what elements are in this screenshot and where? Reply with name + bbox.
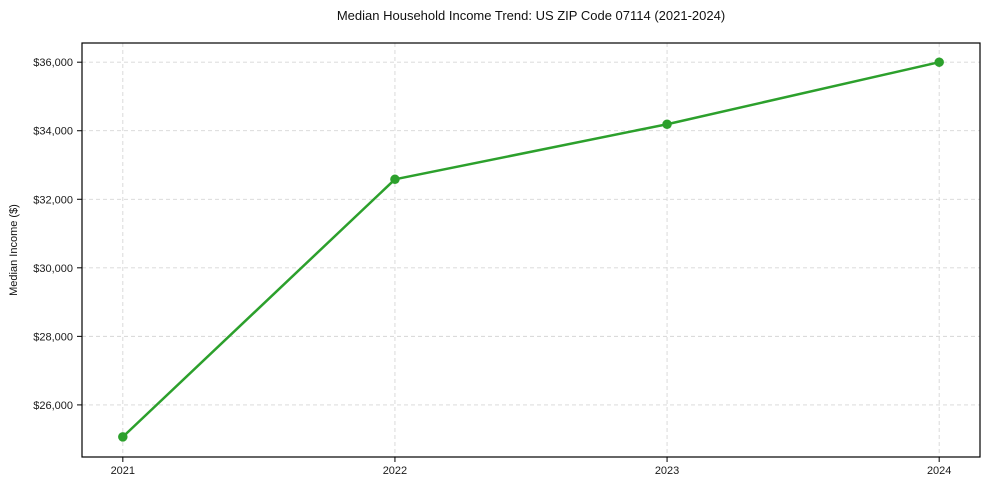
x-tick-label: 2023 xyxy=(655,465,679,477)
data-point-marker xyxy=(662,119,672,129)
y-tick-label: $30,000 xyxy=(33,263,73,275)
y-tick-label: $36,000 xyxy=(33,57,73,69)
x-tick-label: 2021 xyxy=(111,465,135,477)
y-tick-label: $32,000 xyxy=(33,194,73,206)
data-point-marker xyxy=(934,57,944,67)
y-tick-label: $28,000 xyxy=(33,331,73,343)
data-point-marker xyxy=(390,174,400,185)
plot-border xyxy=(81,42,981,458)
data-point-marker xyxy=(118,432,128,442)
chart-title: Median Household Income Trend: US ZIP Co… xyxy=(336,8,726,23)
y-tick-label: $26,000 xyxy=(33,400,73,412)
y-tick-label: $34,000 xyxy=(33,126,73,138)
income-trend-line xyxy=(121,60,941,439)
x-tick-label: 2022 xyxy=(383,465,407,477)
x-tick-label: 2024 xyxy=(927,465,951,477)
